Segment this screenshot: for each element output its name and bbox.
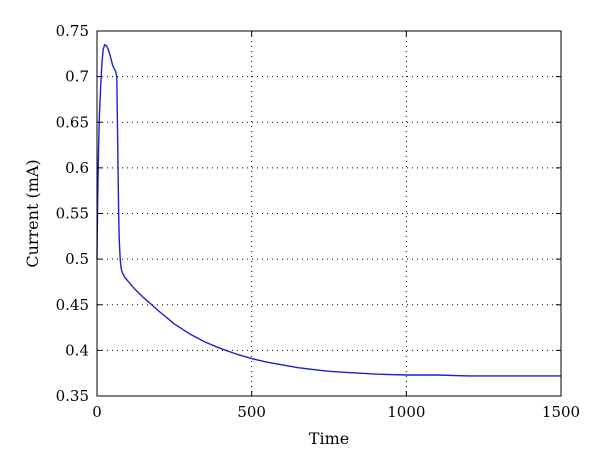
y-axis-title: Current (mA): [23, 159, 42, 267]
y-tick-label: 0.65: [56, 113, 89, 131]
x-tick-label: 0: [92, 403, 102, 421]
plot-frame: [96, 30, 562, 397]
tick-labels: 0 500 1000 1500 0.35 0.4 0.45 0.5 0.55 0.6 0.65 0.7…: [56, 22, 581, 421]
x-tick-label: 1000: [387, 403, 425, 421]
y-tick-label: 0.4: [65, 341, 89, 359]
series-line-0: [96, 43, 561, 377]
y-tick-label: 0.5: [65, 250, 89, 268]
y-tick-label: 0.45: [56, 296, 89, 314]
y-tick-label: 0.35: [56, 387, 89, 405]
y-tick-label: 0.55: [56, 205, 89, 223]
y-tick-label: 0.75: [56, 22, 89, 40]
x-axis-title: Time: [309, 429, 349, 448]
axis-ticks: [96, 30, 562, 397]
y-tick-label: 0.7: [65, 68, 89, 86]
x-tick-label: 500: [237, 403, 266, 421]
series-layer: [96, 43, 561, 377]
y-tick-label: 0.6: [65, 159, 89, 177]
x-tick-label: 1500: [542, 403, 580, 421]
grid-lines: [97, 31, 561, 396]
